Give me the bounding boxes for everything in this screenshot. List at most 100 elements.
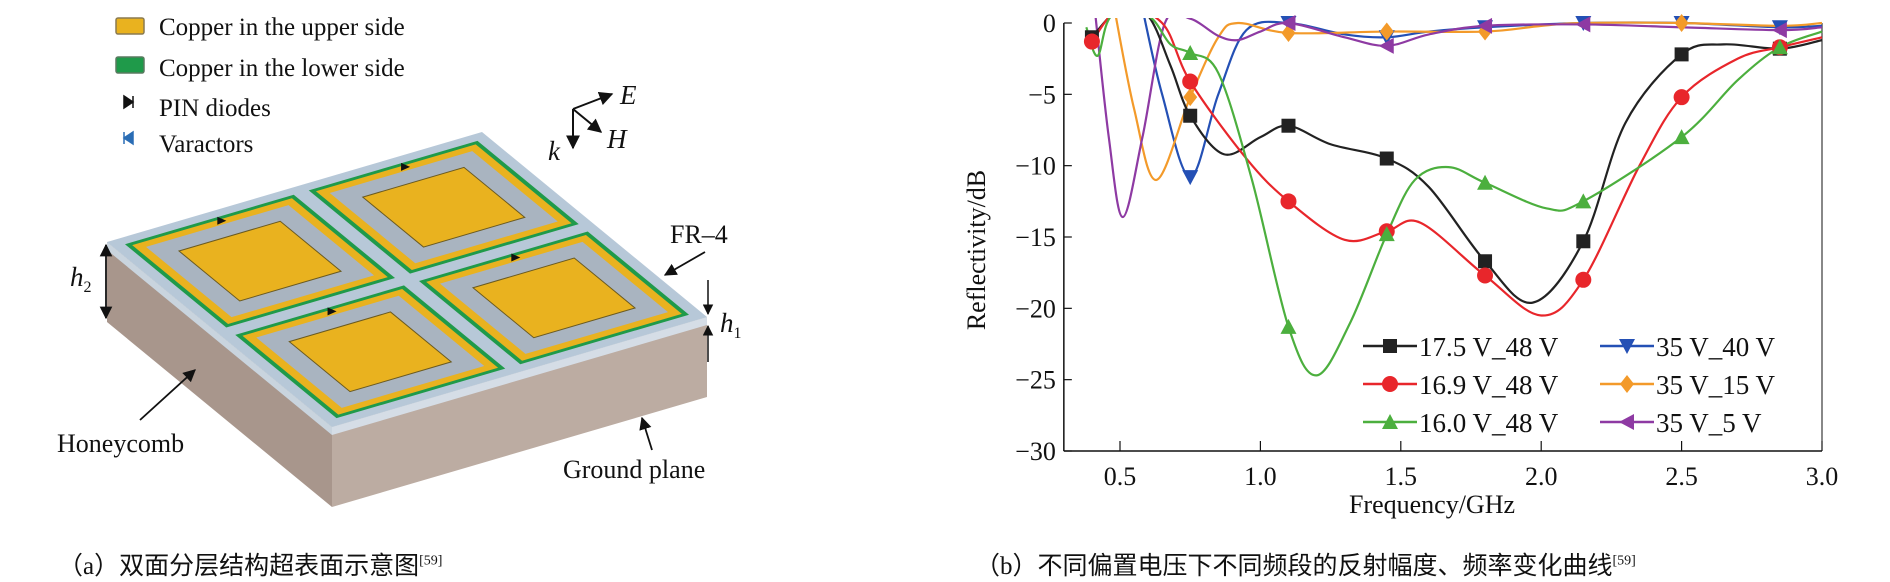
legend-marker — [1382, 376, 1398, 392]
pin-diode-icon — [327, 307, 337, 316]
metasurface-slab — [107, 132, 707, 507]
upper-copper-patch — [471, 257, 637, 339]
varactor-icon — [122, 130, 134, 146]
y-tick-label: −30 — [1015, 437, 1056, 466]
yellow-swatch — [115, 17, 145, 35]
legend-label: 17.5 V_48 V — [1419, 332, 1559, 362]
data-point-marker — [1379, 151, 1394, 166]
metasurface-diagram: Copper in the upper side Copper in the l… — [57, 14, 742, 507]
x-tick-label: 2.5 — [1665, 462, 1698, 491]
legend-label: 35 V_40 V — [1656, 332, 1776, 362]
upper-copper-patch — [177, 220, 343, 302]
pin-diode-icon — [401, 162, 411, 171]
series-line-4 — [1115, 18, 1823, 182]
data-point-marker — [1673, 129, 1690, 145]
pin-diode-icon — [511, 253, 521, 262]
legend-marker — [1619, 414, 1634, 430]
e-field-label: E — [619, 80, 637, 110]
caption-a-ref: [59] — [419, 553, 443, 569]
data-point-marker — [1280, 193, 1297, 210]
h2-label: h2 — [70, 262, 92, 296]
data-point-marker — [1378, 37, 1394, 54]
legend-marker — [1383, 339, 1397, 353]
data-point-marker — [1477, 17, 1493, 34]
legend-label: Varactors — [159, 131, 253, 158]
legend-marker — [1620, 375, 1634, 393]
legend-label: Copper in the upper side — [159, 14, 405, 41]
data-point-marker — [1378, 226, 1395, 242]
data-point-marker — [1771, 39, 1788, 55]
data-point-marker — [1182, 170, 1199, 186]
x-tick-label: 2.0 — [1525, 462, 1558, 491]
chart-legend: 17.5 V_48 V 16.9 V_48 V 16.0 V_48 V 35 V_40… — [1363, 332, 1776, 438]
data-point-marker — [1478, 254, 1493, 269]
y-tick-label: −25 — [1015, 366, 1056, 395]
honeycomb-label: Honeycomb — [57, 429, 184, 458]
upper-copper-patch — [288, 311, 453, 393]
x-tick-label: 0.5 — [1104, 462, 1137, 491]
y-axis-label: Reflectivity/dB — [962, 170, 991, 330]
honeycomb-left-face — [107, 242, 332, 507]
legend-label: Copper in the lower side — [159, 55, 405, 82]
data-point-marker — [1575, 271, 1592, 288]
data-point-marker — [1477, 174, 1494, 190]
field-axes: E H k — [548, 80, 637, 166]
legend-label: 16.9 V_48 V — [1419, 370, 1559, 400]
pin-diode-icon — [123, 94, 135, 110]
data-point-marker — [1477, 267, 1494, 284]
green-swatch — [115, 56, 145, 74]
chart-axes: 0.5 1.0 1.5 2.0 2.5 3.0 0 −5 −10 −15 −20 −25 −30 — [1015, 9, 1838, 491]
data-point-marker — [1182, 44, 1199, 60]
fr4-edge — [332, 317, 707, 435]
dimension-labels: FR–4 h2 h1 Honeycomb Ground plane — [57, 220, 742, 484]
caption-b: （b）不同偏置电压下不同频段的反射幅度、频率变化曲线[59] — [975, 546, 1636, 582]
data-point-marker — [1280, 15, 1296, 31]
fr4-edge — [107, 242, 332, 435]
h1-label: h1 — [720, 308, 742, 342]
ground-plane-label: Ground plane — [563, 455, 705, 484]
k-vector-label: k — [548, 136, 561, 166]
legend-marker — [1382, 414, 1398, 429]
fr4-label: FR–4 — [670, 220, 728, 249]
legend-a: Copper in the upper side Copper in the l… — [115, 14, 405, 158]
y-tick-label: −15 — [1015, 223, 1056, 252]
data-point-marker — [1674, 14, 1689, 32]
data-point-marker — [1771, 22, 1787, 39]
data-point-marker — [1183, 88, 1198, 107]
data-point-marker — [1674, 47, 1689, 62]
legend-label: 35 V_15 V — [1656, 370, 1776, 400]
data-point-marker — [1576, 234, 1591, 249]
caption-a-text: （a）双面分层结构超表面示意图 — [58, 553, 420, 580]
x-tick-label: 3.0 — [1806, 462, 1839, 491]
legend-label: 35 V_5 V — [1656, 408, 1762, 438]
series-line-2 — [1085, 18, 1823, 377]
chart-markers — [1083, 14, 1788, 334]
x-tick-label: 1.0 — [1244, 462, 1277, 491]
legend-label: 16.0 V_48 V — [1419, 408, 1559, 438]
reflectivity-chart: 0.5 1.0 1.5 2.0 2.5 3.0 0 −5 −10 −15 −20 −25 −30 17.… — [962, 9, 1838, 519]
legend-label: PIN diodes — [159, 95, 271, 122]
chart-curves — [1085, 18, 1823, 377]
data-point-marker — [1083, 33, 1100, 50]
data-point-marker — [1182, 73, 1199, 90]
data-point-marker — [1575, 193, 1592, 209]
caption-b-ref: [59] — [1612, 553, 1636, 569]
data-point-marker — [1280, 318, 1297, 334]
y-tick-label: −5 — [1028, 80, 1056, 109]
series-line-5 — [1094, 18, 1823, 219]
data-point-marker — [1281, 118, 1296, 133]
y-tick-label: −20 — [1015, 294, 1056, 323]
honeycomb-front-face — [332, 317, 707, 507]
upper-copper-patch — [361, 166, 526, 248]
data-point-marker — [1575, 16, 1591, 33]
data-point-marker — [1673, 89, 1690, 106]
data-point-marker — [1379, 22, 1394, 41]
pin-diode-icon — [217, 216, 227, 225]
x-tick-label: 1.5 — [1385, 462, 1418, 491]
legend-marker — [1619, 339, 1635, 354]
data-point-marker — [1183, 108, 1198, 123]
y-tick-label: 0 — [1043, 9, 1056, 38]
x-axis-label: Frequency/GHz — [1349, 490, 1515, 519]
caption-b-text: （b）不同偏置电压下不同频段的反射幅度、频率变化曲线 — [975, 553, 1613, 580]
y-tick-label: −10 — [1015, 152, 1056, 181]
